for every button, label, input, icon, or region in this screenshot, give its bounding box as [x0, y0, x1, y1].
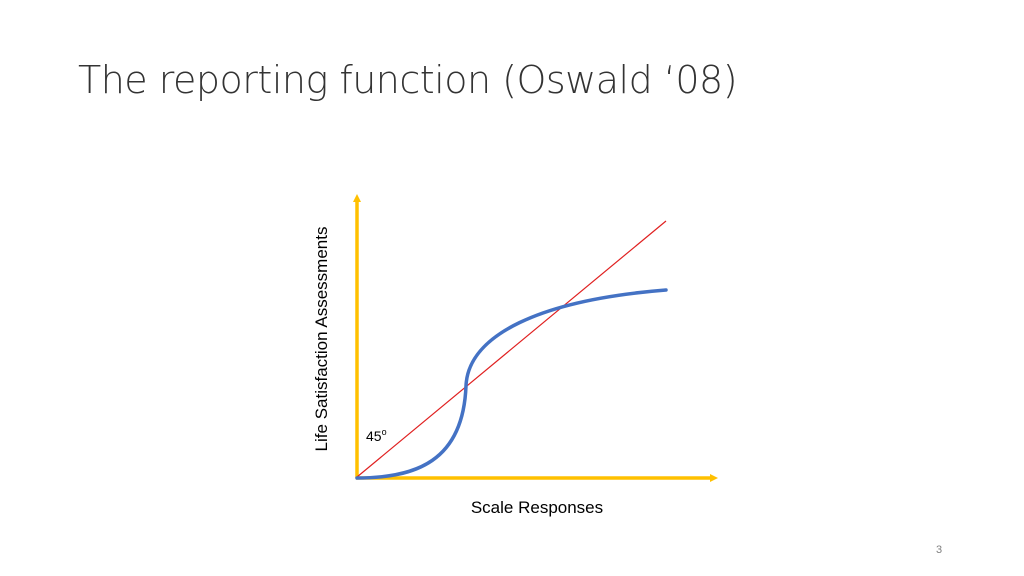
reference-line-45-degree	[356, 220, 667, 478]
x-axis-label: Scale Responses	[471, 498, 603, 517]
slide-number: 3	[936, 544, 943, 556]
angle-value: 45	[366, 428, 382, 444]
reporting-curve	[355, 288, 668, 480]
slide-title: The reporting function (Oswald ‘08)	[78, 58, 738, 102]
angle-label: 45o	[366, 427, 387, 444]
angle-unit: o	[382, 427, 387, 437]
y-axis-label: Life Satisfaction Assessments	[312, 227, 331, 452]
